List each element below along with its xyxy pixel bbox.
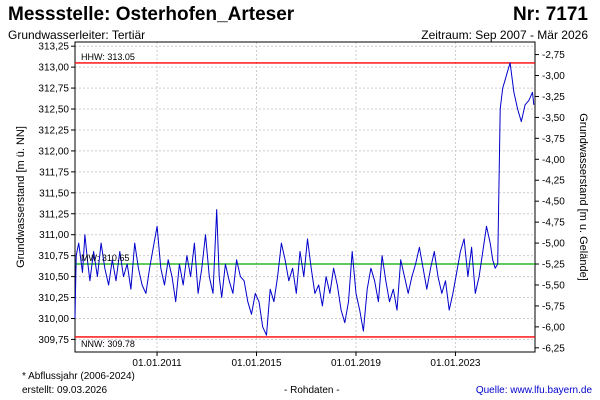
created-date: erstellt: 09.03.2026 <box>22 385 108 396</box>
groundwater-series-line <box>74 62 535 336</box>
y2-tick-label: -4,00 <box>542 155 565 166</box>
x-tick-label: 01.01.2019 <box>331 358 381 369</box>
plot-frame <box>74 41 536 353</box>
raw-data-label: - Rohdaten - <box>284 385 340 396</box>
x-tick-label: 01.01.2023 <box>430 358 480 369</box>
reference-label-0: HHW: 313.05 <box>81 52 135 62</box>
y2-tick-label: -5,50 <box>542 280 565 291</box>
y-tick-label: 310,50 <box>38 272 69 283</box>
reference-label-1: MW: 310.65 <box>81 253 129 263</box>
y-tick-label: 309,75 <box>38 335 69 346</box>
y2-axis-label: Grundwasserstand [m u. Gelände] <box>577 113 589 281</box>
y2-tick-label: -4,50 <box>542 197 565 208</box>
station-title: Messstelle: Osterhofen_Arteser <box>8 4 295 25</box>
period-label: Zeitraum: Sep 2007 - Mär 2026 <box>421 28 588 42</box>
y2-tick-label: -6,25 <box>542 343 565 354</box>
y-tick-label: 312,00 <box>38 146 69 157</box>
y-tick-label: 312,25 <box>38 125 69 136</box>
y2-tick-label: -2,75 <box>542 50 565 61</box>
y2-tick-label: -3,00 <box>542 71 565 82</box>
station-number: Nr: 7171 <box>513 4 588 25</box>
y2-tick-label: -3,25 <box>542 92 565 103</box>
reference-label-2: NNW: 309.78 <box>81 339 135 349</box>
y2-tick-label: -5,75 <box>542 301 565 312</box>
y2-tick-label: -5,25 <box>542 260 565 271</box>
y-tick-label: 312,75 <box>38 84 69 95</box>
y-tick-label: 313,25 <box>38 42 69 53</box>
y2-tick-label: -6,00 <box>542 322 565 333</box>
y-tick-label: 310,75 <box>38 251 69 262</box>
y2-tick-label: -4,75 <box>542 218 565 229</box>
y-tick-label: 310,25 <box>38 293 69 304</box>
x-tick-label: 01.01.2011 <box>132 358 182 369</box>
y2-tick-label: -4,25 <box>542 176 565 187</box>
footnote: * Abflussjahr (2006-2024) <box>22 371 135 382</box>
y-axis-label: Grundwasserstand [m ü. NN] <box>15 126 27 268</box>
y-tick-label: 311,50 <box>39 188 69 199</box>
y-tick-label: 311,25 <box>39 209 69 220</box>
source-link[interactable]: Quelle: www.lfu.bayern.de <box>475 385 592 396</box>
y-tick-label: 313,00 <box>38 63 69 74</box>
y2-tick-label: -5,00 <box>542 239 565 250</box>
y2-tick-label: -3,50 <box>542 113 565 124</box>
y-tick-label: 311,75 <box>39 167 69 178</box>
y-tick-label: 310,00 <box>38 314 69 325</box>
y2-tick-label: -3,75 <box>542 134 565 145</box>
y-tick-label: 311,00 <box>39 230 69 241</box>
y-tick-label: 312,50 <box>38 105 69 116</box>
aquifer-label: Grundwasserleiter: Tertiär <box>8 28 146 42</box>
x-tick-label: 01.01.2015 <box>231 358 281 369</box>
